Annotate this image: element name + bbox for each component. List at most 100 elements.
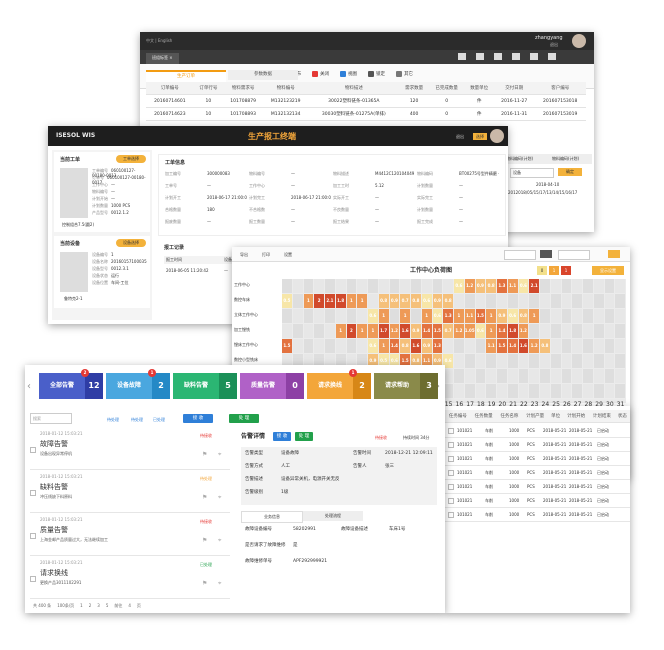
heatmap-cell[interactable] — [540, 279, 550, 293]
heatmap-cell[interactable] — [464, 294, 475, 308]
heatmap-cell[interactable] — [561, 384, 572, 398]
filter-done[interactable]: 已处理 — [153, 417, 165, 422]
heatmap-cell[interactable] — [518, 369, 529, 383]
heatmap-cell[interactable] — [572, 384, 582, 398]
view-button[interactable]: 视图 — [336, 70, 361, 80]
heatmap-cell[interactable] — [464, 369, 475, 383]
heatmap-cell[interactable] — [529, 354, 539, 368]
heatmap-cell[interactable]: 1.05 — [464, 324, 475, 338]
heatmap-cell[interactable]: 1.3 — [497, 279, 507, 293]
heatmap-cell[interactable] — [346, 339, 357, 353]
search-icon[interactable] — [608, 250, 620, 258]
prev-arrow-icon[interactable]: ‹ — [27, 381, 31, 392]
heatmap-cell[interactable] — [314, 324, 324, 338]
heatmap-cell[interactable] — [550, 339, 561, 353]
heatmap-cell[interactable] — [282, 279, 292, 293]
heatmap-cell[interactable] — [475, 294, 486, 308]
heatmap-cell[interactable] — [486, 369, 496, 383]
heatmap-cell[interactable] — [292, 339, 303, 353]
heatmap-cell[interactable] — [583, 309, 593, 323]
category-card[interactable]: 设备故障 2 1 — [106, 369, 170, 399]
heatmap-cell[interactable] — [486, 384, 496, 398]
pagination-item[interactable]: 100条/页 — [57, 603, 75, 608]
heatmap-cell[interactable]: 1 — [378, 309, 389, 323]
category-card[interactable]: 缺料告警 5 — [173, 373, 237, 399]
location-icon[interactable]: ⌖ — [218, 580, 222, 587]
heatmap-cell[interactable] — [314, 339, 324, 353]
heatmap-cell[interactable] — [615, 384, 625, 398]
heatmap-cell[interactable] — [486, 294, 496, 308]
heatmap-cell[interactable] — [475, 369, 486, 383]
heatmap-cell[interactable]: 1.1 — [464, 309, 475, 323]
heatmap-cell[interactable] — [314, 279, 324, 293]
category-card[interactable]: 请求换线 2 1 — [307, 369, 371, 399]
heatmap-cell[interactable] — [292, 309, 303, 323]
heatmap-cell[interactable] — [615, 294, 625, 308]
table-row[interactable]: 101021 车削 1000 PCS 2018-05-21 2018-05-21 已启动 — [445, 424, 630, 438]
legend-button-3[interactable]: 1 — [561, 266, 571, 275]
list-item[interactable]: 2018-01-12 15:03:21 缺料告警 冲压线缺下料原料 待处理 ⚑ ⌖ — [30, 472, 230, 513]
settings-button[interactable]: 设置 — [284, 252, 292, 257]
heatmap-cell[interactable] — [604, 339, 615, 353]
heatmap-cell[interactable] — [572, 279, 582, 293]
heatmap-cell[interactable] — [561, 324, 572, 338]
heatmap-cell[interactable]: 0.8 — [486, 279, 496, 293]
heatmap-cell[interactable]: 1 — [346, 294, 357, 308]
heatmap-cell[interactable]: 0.8 — [400, 339, 410, 353]
heatmap-cell[interactable]: 1.2 — [389, 324, 400, 338]
heatmap-cell[interactable] — [454, 354, 464, 368]
list-item[interactable]: 2018-01-12 15:03:21 故障告警 设备出现异常停机 待接收 ⚑ ⌖ — [30, 429, 230, 470]
heatmap-cell[interactable]: 1 — [335, 324, 346, 338]
heatmap-cell[interactable] — [357, 279, 367, 293]
heatmap-cell[interactable]: 1.4 — [497, 324, 507, 338]
device-select-button[interactable]: 设备选择 — [116, 239, 146, 247]
heatmap-cell[interactable]: 0.8 — [378, 294, 389, 308]
heatmap-cell[interactable] — [497, 369, 507, 383]
heatmap-cell[interactable] — [303, 324, 314, 338]
heatmap-cell[interactable] — [335, 339, 346, 353]
heatmap-cell[interactable] — [475, 354, 486, 368]
heatmap-cell[interactable]: 1 — [454, 309, 464, 323]
heatmap-cell[interactable] — [561, 339, 572, 353]
logout-link[interactable]: 退出 — [550, 42, 558, 47]
flag-icon[interactable]: ⚑ — [202, 580, 208, 587]
heatmap-cell[interactable] — [583, 384, 593, 398]
heatmap-cell[interactable] — [583, 324, 593, 338]
heatmap-cell[interactable] — [550, 354, 561, 368]
flag-icon[interactable]: ⚑ — [202, 451, 208, 458]
heatmap-cell[interactable] — [593, 324, 604, 338]
heatmap-cell[interactable] — [529, 384, 539, 398]
heatmap-cell[interactable] — [314, 309, 324, 323]
heatmap-cell[interactable]: 0.9 — [497, 309, 507, 323]
heatmap-cell[interactable] — [540, 294, 550, 308]
heatmap-cell[interactable]: 0.9 — [475, 279, 486, 293]
heatmap-cell[interactable]: 0.5 — [378, 354, 389, 368]
table-row[interactable]: 101021 车削 1000 PCS 2018-05-21 2018-05-21 已启动 — [445, 466, 630, 480]
heatmap-cell[interactable] — [282, 309, 292, 323]
heatmap-cell[interactable]: 1.4 — [421, 324, 432, 338]
print-button[interactable]: 打印 — [262, 252, 270, 257]
heatmap-cell[interactable] — [325, 324, 335, 338]
row-checkbox[interactable] — [448, 442, 454, 448]
pagination-item[interactable]: 共 400 条 — [33, 603, 52, 608]
heatmap-cell[interactable] — [507, 294, 518, 308]
heatmap-cell[interactable]: 0.6 — [475, 324, 486, 338]
select-button[interactable]: 选择 — [473, 133, 487, 140]
heatmap-cell[interactable] — [378, 279, 389, 293]
heatmap-cell[interactable] — [421, 279, 432, 293]
export-button[interactable]: 导出 — [240, 252, 248, 257]
pagination-item[interactable]: 4 — [128, 603, 131, 608]
heatmap-cell[interactable] — [497, 354, 507, 368]
heatmap-cell[interactable] — [550, 324, 561, 338]
heatmap-cell[interactable]: 1 — [357, 324, 367, 338]
heatmap-cell[interactable] — [604, 369, 615, 383]
table-row[interactable]: 101021 车削 1000 PCS 2018-05-21 2018-05-21 已启动 — [445, 508, 630, 522]
heatmap-cell[interactable]: 1 — [486, 309, 496, 323]
calendar-icon[interactable] — [540, 250, 552, 258]
heatmap-cell[interactable] — [561, 294, 572, 308]
heatmap-cell[interactable] — [561, 354, 572, 368]
heatmap-cell[interactable] — [561, 279, 572, 293]
heatmap-cell[interactable] — [604, 384, 615, 398]
heatmap-cell[interactable]: 0.9 — [411, 324, 421, 338]
heatmap-cell[interactable] — [507, 354, 518, 368]
